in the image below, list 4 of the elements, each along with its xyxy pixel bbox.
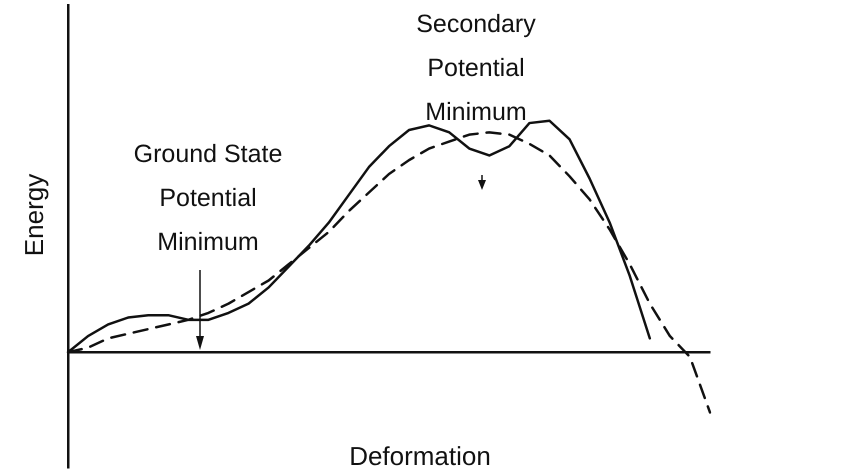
annotation: Ground State Potential Minimum xyxy=(134,140,282,256)
x-axis-title: Deformation xyxy=(349,441,491,472)
annotation: Secondary Potential Minimum xyxy=(416,10,536,126)
y-axis-title: Energy xyxy=(19,174,50,256)
